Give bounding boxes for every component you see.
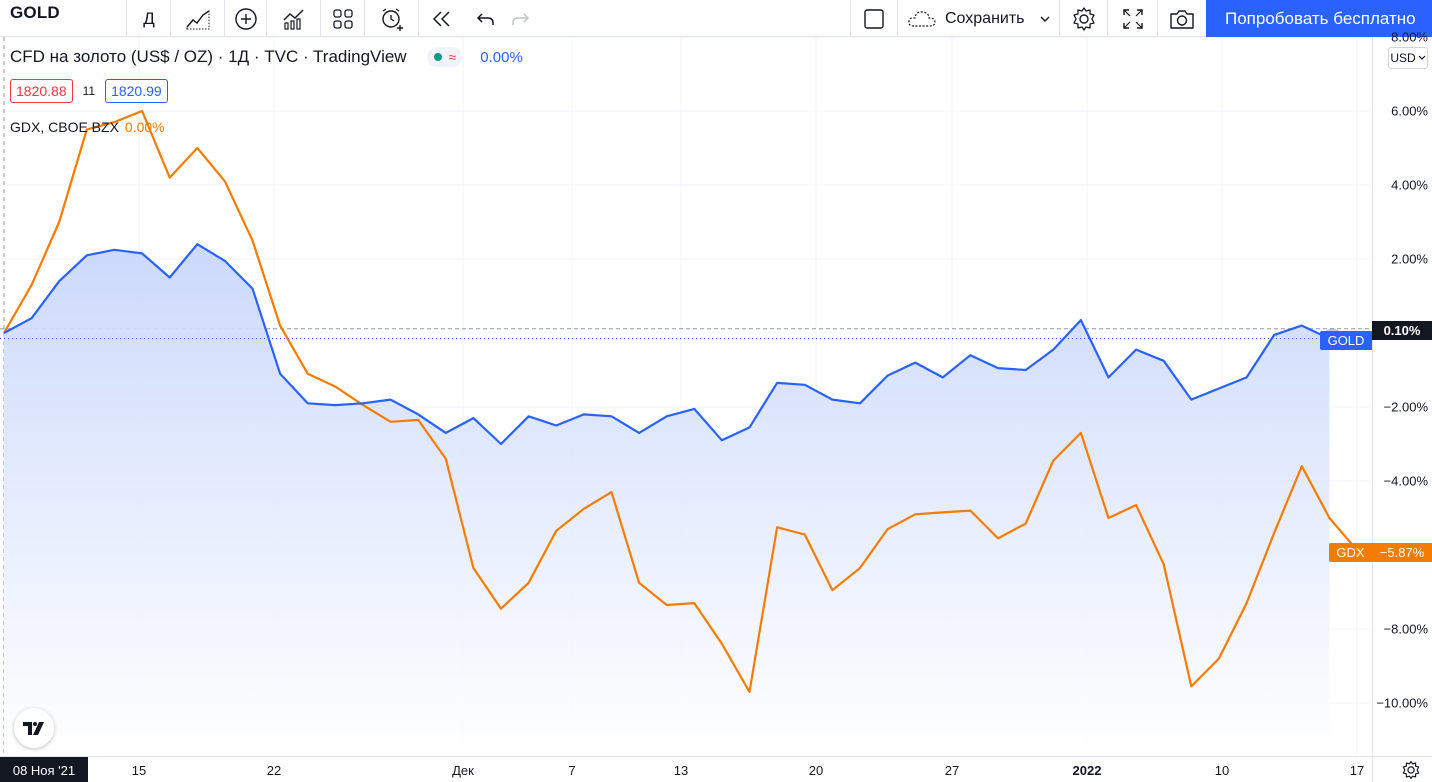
x-tick-label: 15 bbox=[131, 763, 147, 778]
spread-value: 11 bbox=[82, 84, 96, 98]
try-free-button[interactable]: Попробовать бесплатно bbox=[1206, 0, 1432, 37]
bid-price[interactable]: 1820.88 bbox=[10, 79, 73, 103]
bid-ask-row: 1820.88 11 1820.99 bbox=[10, 79, 168, 103]
x-tick-label: 13 bbox=[673, 763, 689, 778]
gear-icon bbox=[1073, 6, 1095, 31]
y-tick-label: −4.00% bbox=[1383, 473, 1428, 489]
toolbar-divider bbox=[418, 0, 419, 37]
gdx-series-label: GDX bbox=[1329, 543, 1372, 562]
market-status-badge[interactable]: ≈ bbox=[426, 47, 463, 67]
toolbar-divider bbox=[1157, 0, 1158, 37]
undo-button[interactable] bbox=[466, 0, 506, 37]
redo-button[interactable] bbox=[500, 0, 540, 37]
indicators-icon bbox=[283, 9, 304, 30]
undo-icon bbox=[476, 12, 494, 25]
price-scale[interactable]: 8.00%6.00%4.00%2.00%0.00%−2.00%−4.00%−6.… bbox=[1372, 30, 1432, 756]
toolbar-divider bbox=[170, 0, 171, 37]
compare-series-title: GDX, CBOE BZX bbox=[10, 119, 119, 135]
gold-area-fill bbox=[4, 244, 1330, 756]
approx-icon: ≈ bbox=[448, 49, 457, 65]
currency-select[interactable]: USD bbox=[1388, 47, 1428, 69]
ask-price[interactable]: 1820.99 bbox=[105, 79, 168, 103]
top-toolbar: GOLD Д Сохранить bbox=[0, 0, 1432, 37]
redo-icon bbox=[512, 12, 530, 25]
toolbar-divider bbox=[126, 0, 127, 37]
y-tick-label: 4.00% bbox=[1391, 177, 1428, 193]
x-tick-label: 17 bbox=[1349, 763, 1365, 778]
alert-button[interactable] bbox=[366, 0, 418, 37]
main-series-legend: CFD на золото (US$ / OZ) · 1Д · TVC · Tr… bbox=[10, 47, 523, 67]
x-tick-label: 10 bbox=[1214, 763, 1230, 778]
compare-series-change: 0.00% bbox=[124, 119, 165, 135]
chevron-down-icon bbox=[1418, 55, 1426, 60]
fullscreen-button[interactable] bbox=[1109, 0, 1157, 37]
grid-icon bbox=[333, 8, 353, 29]
gold-series-line[interactable] bbox=[3, 243, 1330, 446]
cloud-icon bbox=[908, 10, 936, 27]
square-icon bbox=[864, 8, 884, 29]
toolbar-divider bbox=[897, 0, 898, 37]
toolbar-divider bbox=[1059, 0, 1060, 37]
layout-select-button[interactable] bbox=[852, 0, 896, 37]
x-tick-label: 7 bbox=[568, 763, 576, 778]
x-tick-label: Дек bbox=[452, 763, 474, 778]
symbol-search[interactable]: GOLD bbox=[10, 3, 60, 22]
main-series-change: 0.00% bbox=[480, 48, 523, 66]
indicators-button[interactable] bbox=[268, 0, 320, 37]
plus-circle-icon bbox=[235, 7, 257, 30]
gdx-last-value: −5.87% bbox=[1372, 543, 1432, 562]
x-tick-label: 20 bbox=[808, 763, 824, 778]
main-series-title[interactable]: CFD на золото (US$ / OZ) · 1Д · TVC · Tr… bbox=[10, 47, 407, 66]
x-tick-label: 2022 bbox=[1072, 763, 1102, 778]
rewind-icon bbox=[432, 10, 450, 27]
tv-logo-icon bbox=[23, 722, 44, 735]
replay-button[interactable] bbox=[420, 0, 464, 37]
chart-style-button[interactable] bbox=[172, 0, 224, 37]
time-scale[interactable]: 08 Ноя '21 15 22 Дек 7 13 20 27 2022 10 17 bbox=[0, 756, 1372, 782]
toolbar-divider bbox=[224, 0, 225, 37]
compare-series-legend[interactable]: GDX, CBOE BZX 0.00% bbox=[10, 119, 165, 135]
camera-icon bbox=[1170, 9, 1194, 29]
alarm-plus-icon bbox=[382, 7, 403, 31]
gold-series-label: GOLD bbox=[1320, 331, 1372, 350]
currency-value: USD bbox=[1390, 51, 1416, 65]
gdx-series-line[interactable] bbox=[3, 109, 1358, 694]
x-tick-label: 22 bbox=[266, 763, 282, 778]
tradingview-logo[interactable] bbox=[14, 708, 54, 748]
y-tick-label: −8.00% bbox=[1383, 621, 1428, 637]
gold-last-value: 0.10% bbox=[1372, 321, 1432, 340]
scale-settings-corner[interactable] bbox=[1372, 756, 1432, 782]
y-tick-label: −10.00% bbox=[1376, 695, 1428, 711]
gear-icon bbox=[1402, 760, 1420, 780]
toolbar-divider bbox=[364, 0, 365, 37]
chevron-down-icon bbox=[1040, 16, 1050, 22]
y-tick-label: 8.00% bbox=[1391, 29, 1428, 45]
status-dot-icon bbox=[433, 53, 442, 61]
toolbar-divider bbox=[266, 0, 267, 37]
save-label: Сохранить bbox=[945, 9, 1025, 27]
templates-button[interactable] bbox=[322, 0, 364, 37]
save-layout-button[interactable]: Сохранить bbox=[899, 0, 1059, 37]
compare-symbol-button[interactable] bbox=[226, 0, 266, 37]
toolbar-divider bbox=[1107, 0, 1108, 37]
area-chart-icon bbox=[186, 9, 210, 29]
y-tick-label: 6.00% bbox=[1391, 103, 1428, 119]
settings-button[interactable] bbox=[1061, 0, 1107, 37]
y-tick-label: 2.00% bbox=[1391, 251, 1428, 267]
crosshair-date-label: 08 Ноя '21 bbox=[0, 757, 88, 782]
x-tick-label: 27 bbox=[944, 763, 960, 778]
snapshot-button[interactable] bbox=[1159, 0, 1205, 37]
interval-button[interactable]: Д bbox=[143, 8, 155, 28]
toolbar-divider bbox=[320, 0, 321, 37]
y-tick-label: −2.00% bbox=[1383, 399, 1428, 415]
series-layer bbox=[0, 109, 1372, 756]
chart-pane[interactable] bbox=[0, 37, 1372, 756]
fullscreen-icon bbox=[1123, 8, 1143, 29]
toolbar-divider bbox=[850, 0, 851, 37]
